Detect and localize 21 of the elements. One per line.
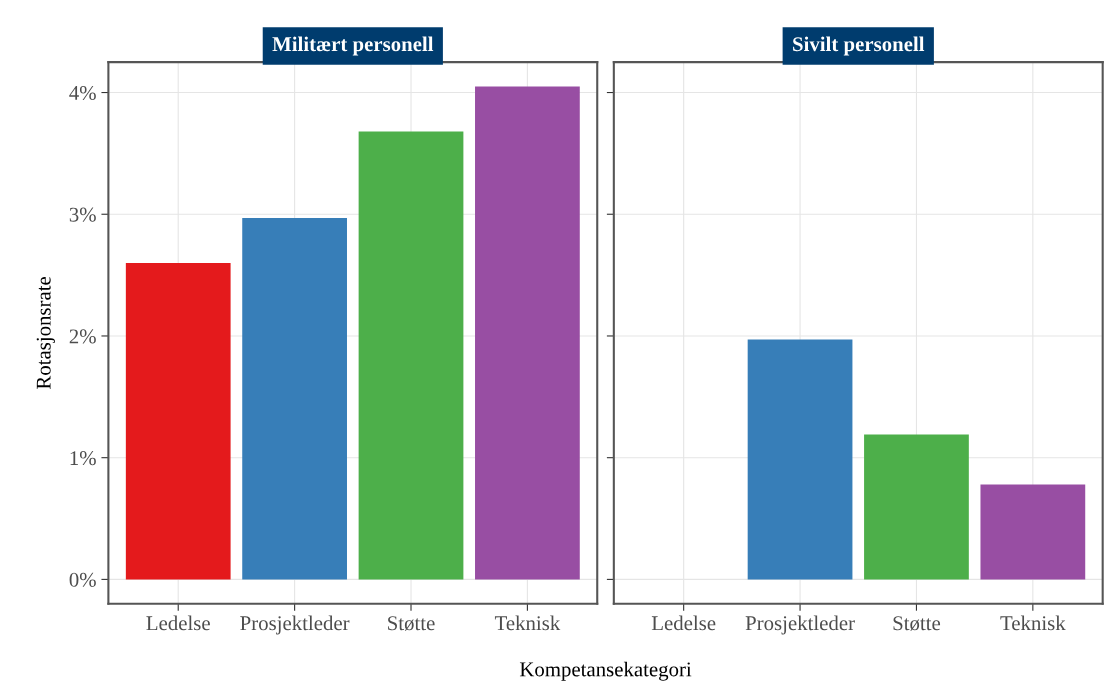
chart-title: Sivilt personell <box>793 36 925 56</box>
x-tick-label: Ledelse <box>651 615 716 631</box>
y-tick-label: 3% <box>69 207 96 222</box>
x-tick-label: Teknisk <box>494 615 561 631</box>
x-tick-label: Prosjektleder <box>240 615 350 635</box>
y-axis-title: Rotasjonsrate <box>36 276 55 390</box>
x-tick-label: Støtte <box>893 616 941 631</box>
x-tick-label: Teknisk <box>1000 615 1066 631</box>
x-tick-label: Ledelse <box>146 615 210 631</box>
y-tick-label: 0% <box>69 572 96 587</box>
bar <box>242 217 347 580</box>
y-tick-label: 4% <box>69 85 96 101</box>
bar <box>475 86 580 580</box>
chart-title: Militært personell <box>272 36 434 56</box>
bar <box>125 262 231 580</box>
x-tick-label: Prosjektleder <box>745 615 855 635</box>
x-axis-title: Kompetansekategori <box>519 661 692 681</box>
y-tick-label: 1% <box>70 451 96 466</box>
y-tick-label: 2% <box>69 329 96 344</box>
x-tick-label: Støtte <box>388 616 435 631</box>
bar <box>358 131 464 580</box>
